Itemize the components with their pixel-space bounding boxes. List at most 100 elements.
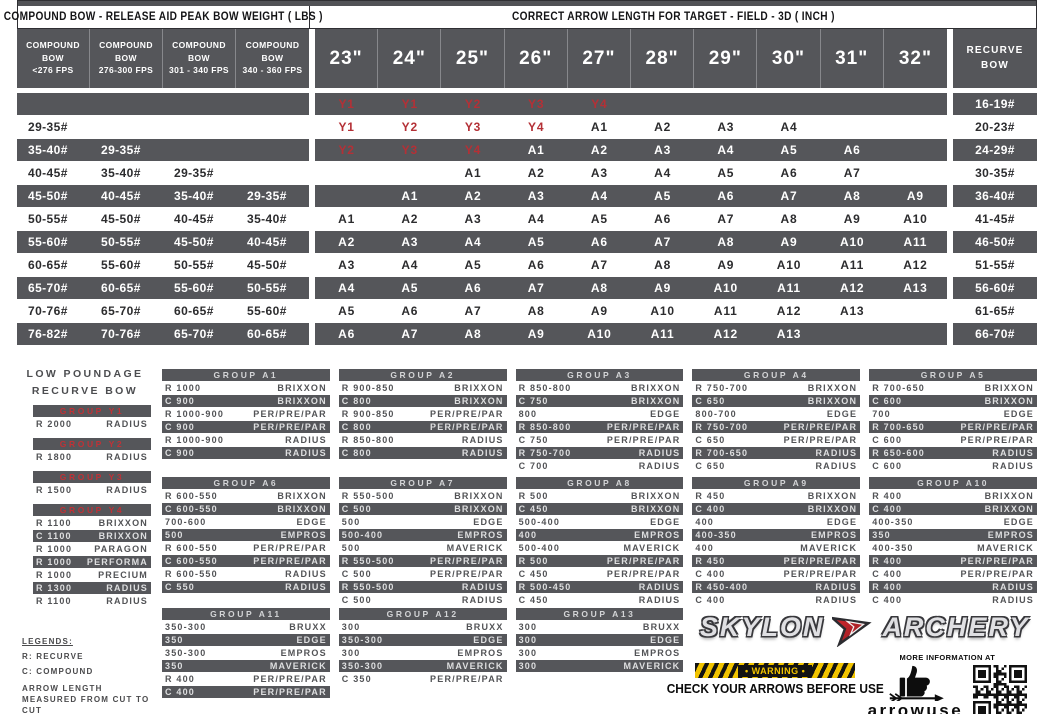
- bow-weight-cell: 50-55#: [17, 208, 90, 230]
- length-header-32: 32": [883, 29, 947, 88]
- model-name: PER/PRE/PAR: [253, 543, 327, 553]
- bow-speed-header-1: COMPOUND BOW <276 FPS: [17, 29, 90, 88]
- group-row: C 400 BRIXXON: [692, 503, 861, 515]
- group-row: 700 EDGE: [869, 408, 1037, 420]
- chart-row: 76-82# 70-76# 65-70# 60-65# A6 A7 A8 A9 A10 A11 A1…: [17, 323, 1037, 345]
- bow-speed-header-2: COMPOUND BOW 276-300 FPS: [90, 29, 163, 88]
- group-row: 350-300 BRUXX: [162, 621, 330, 633]
- spine-value: C 400: [695, 595, 726, 605]
- column-gap: [947, 300, 953, 322]
- spine-value: R 400: [872, 556, 903, 566]
- arrow-group-cell: A13: [820, 300, 884, 322]
- group-row: C 600 PER/PRE/PAR: [869, 434, 1037, 446]
- arrow-group-cell: A4: [441, 231, 505, 253]
- group-row: 400-350 EDGE: [869, 516, 1037, 528]
- arrow-group-cell: A7: [757, 185, 821, 207]
- model-name: PER/PRE/PAR: [430, 422, 504, 432]
- arrow-group-cell: A9: [504, 323, 568, 345]
- legend-item-compound: C: COMPOUND: [22, 667, 94, 676]
- group-header: GROUP A8: [515, 477, 684, 489]
- arrow-group-cell: A4: [378, 254, 442, 276]
- recurve-weight-cell: 66-70#: [953, 323, 1037, 345]
- bow-weight-cell: 35-40#: [90, 162, 163, 184]
- group-row: C 400 PER/PRE/PAR: [692, 568, 861, 580]
- group-row: 800 EDGE: [515, 408, 684, 420]
- spine-value: 500-400: [518, 517, 561, 527]
- spine-value: R 750-700: [695, 422, 749, 432]
- spine-value: C 600: [872, 396, 903, 406]
- arrow-group-cell: A10: [694, 277, 758, 299]
- column-gap: [947, 93, 953, 115]
- arrow-group-cell: [883, 162, 947, 184]
- spine-value: R 550-500: [341, 556, 395, 566]
- group-row: C 400 PER/PRE/PAR: [162, 686, 330, 698]
- low-poundage-column: LOW POUNDAGE RECURVE BOW GROUP Y1 R 2000 R…: [17, 360, 153, 714]
- arrow-group-cell: Y4: [441, 139, 505, 161]
- chart-row: 40-45# 35-40# 29-35# A1 A2 A3 A4 A5 A6 A7 30-35#: [17, 162, 1037, 184]
- group-row: C 900 PER/PRE/PAR: [162, 421, 330, 433]
- model-name: PER/PRE/PAR: [430, 556, 504, 566]
- model-name: PER/PRE/PAR: [430, 569, 504, 579]
- spine-value: C 650: [695, 435, 726, 445]
- group-table-a3: GROUP A3 R 850-800 BRIXXON C 750 BRIXXON 800 E…: [515, 360, 684, 472]
- spine-value: R 850-800: [341, 435, 395, 445]
- group-header: GROUP A5: [869, 369, 1037, 381]
- model-name: RADIUS: [638, 448, 681, 458]
- column-gap: [947, 116, 953, 138]
- group-header: GROUP A11: [162, 608, 330, 620]
- spine-value: C 1100: [36, 531, 72, 541]
- model-name: EMPROS: [810, 530, 858, 540]
- spine-value: R 1100: [36, 518, 72, 528]
- group-row: R 450-400 RADIUS: [692, 581, 861, 593]
- bow-weight-cell: [163, 116, 236, 138]
- group-row: C 800 RADIUS: [338, 447, 507, 459]
- column-gap: [309, 29, 315, 88]
- model-name: BRIXXON: [98, 531, 148, 541]
- spine-value: R 450: [695, 491, 726, 501]
- arrow-group-cell: A6: [631, 208, 695, 230]
- arrow-group-cell: Y2: [441, 93, 505, 115]
- model-name: BRIXXON: [630, 504, 681, 514]
- arrow-group-cell: A6: [820, 139, 884, 161]
- arrow-group-cell: A6: [694, 185, 758, 207]
- arrow-group-cell: A5: [378, 277, 442, 299]
- column-gap: [309, 208, 315, 230]
- bow-weight-cell: 40-45#: [163, 208, 236, 230]
- spine-value: R 500: [518, 556, 549, 566]
- arrow-group-cell: Y4: [504, 116, 568, 138]
- arrow-group-cell: A10: [631, 300, 695, 322]
- arrow-group-cell: [883, 139, 947, 161]
- arrow-group-cell: A4: [757, 116, 821, 138]
- group-row: 500-400 EDGE: [515, 516, 684, 528]
- length-header-28: 28": [631, 29, 695, 88]
- group-row: 350 MAVERICK: [162, 660, 330, 672]
- group-row: 400 EDGE: [692, 516, 861, 528]
- bow-weight-cell: 40-45#: [17, 162, 90, 184]
- arrowuse-wordmark: arrowuse: [867, 701, 964, 714]
- spine-value: 400-350: [872, 517, 914, 527]
- bow-weight-cell: 45-50#: [163, 231, 236, 253]
- model-name: PER/PRE/PAR: [606, 569, 681, 579]
- model-name: EDGE: [826, 409, 858, 419]
- model-name: MAVERICK: [623, 543, 681, 553]
- model-name: PER/PRE/PAR: [253, 422, 327, 432]
- model-name: BRIXXON: [277, 383, 327, 393]
- recurve-weight-cell: 61-65#: [953, 300, 1037, 322]
- group-row: R 850-800 RADIUS: [338, 434, 507, 446]
- bow-weight-cell: 45-50#: [236, 254, 309, 276]
- spine-value: C 350: [341, 674, 372, 684]
- top-border-strip: [17, 0, 1037, 6]
- spine-value: 350-300: [165, 622, 207, 632]
- spine-value: C 400: [695, 504, 726, 514]
- model-name: BRIXXON: [984, 504, 1034, 514]
- arrow-group-cell: [757, 93, 821, 115]
- spine-value: R 500: [518, 491, 549, 501]
- arrow-group-cell: A9: [694, 254, 758, 276]
- group-table-a8: GROUP A8 R 500 BRIXXON C 450 BRIXXON 500-400 E…: [515, 468, 684, 606]
- recurve-weight-cell: 20-23#: [953, 116, 1037, 138]
- spine-value: R 1000-900: [165, 435, 225, 445]
- group-header: GROUP A2: [338, 369, 507, 381]
- arrow-group-cell: [378, 162, 442, 184]
- bow-weight-cell: 60-65#: [163, 300, 236, 322]
- model-name: PER/PRE/PAR: [783, 569, 858, 579]
